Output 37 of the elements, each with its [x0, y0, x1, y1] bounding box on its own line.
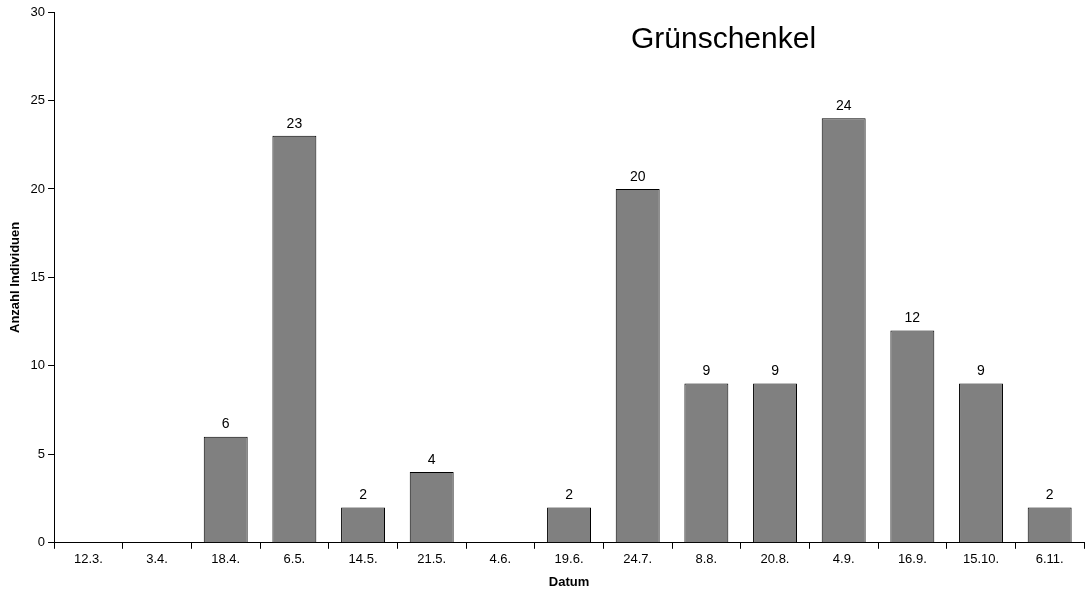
- data-label: 24: [835, 97, 852, 114]
- data-label: 9: [771, 362, 780, 379]
- data-label: 12: [904, 309, 921, 326]
- data-label: 6: [221, 415, 230, 432]
- data-label: 4: [427, 450, 436, 467]
- x-tick-label: 20.8.: [760, 551, 790, 567]
- y-tick-label: 25: [30, 92, 46, 108]
- data-label: 9: [977, 362, 986, 379]
- y-tick-label: 10: [30, 357, 46, 373]
- x-tick-label: 4.9.: [832, 551, 855, 567]
- x-tick-label: 16.9.: [897, 551, 927, 567]
- x-tick-label: 6.5.: [283, 551, 306, 567]
- x-tick-label: 19.6.: [554, 551, 584, 567]
- x-axis-title: Datum: [548, 573, 590, 589]
- data-label: 20: [629, 167, 646, 184]
- y-tick-label: 20: [30, 180, 46, 196]
- x-tick-label: 21.5.: [417, 551, 447, 567]
- data-label: 2: [1045, 486, 1054, 503]
- x-tick-label: 18.4.: [211, 551, 241, 567]
- data-label: 2: [359, 486, 368, 503]
- x-tick-label: 3.4.: [146, 551, 168, 567]
- data-label: 23: [286, 114, 303, 131]
- y-tick-label: 0: [37, 534, 46, 550]
- x-tick-label: 24.7.: [623, 551, 653, 567]
- x-tick-label: 6.11.: [1035, 551, 1064, 567]
- y-axis-title: Anzahl Individuen: [7, 221, 23, 334]
- y-tick-label: 30: [30, 3, 46, 19]
- y-tick-label: 15: [30, 268, 46, 284]
- data-label: 2: [565, 486, 574, 503]
- x-tick-label: 12.3.: [73, 551, 103, 567]
- data-label: 9: [702, 362, 711, 379]
- x-tick-label: 14.5.: [348, 551, 378, 567]
- x-tick-label: 4.6.: [489, 551, 512, 567]
- y-tick-label: 5: [37, 445, 46, 461]
- chart-title: Grünschenkel: [630, 21, 817, 55]
- x-tick-label: 15.10.: [962, 551, 1000, 567]
- x-tick-label: 8.8.: [695, 551, 718, 567]
